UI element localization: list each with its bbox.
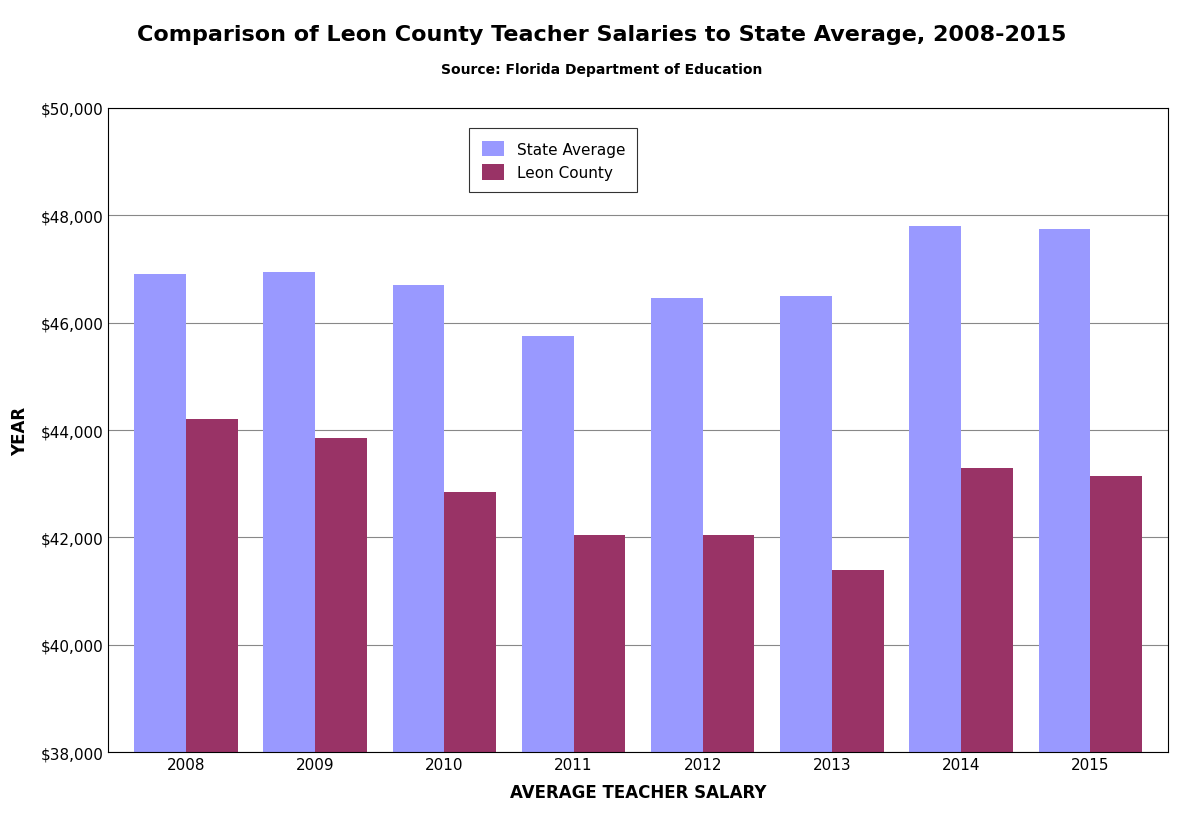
Text: Source: Florida Department of Education: Source: Florida Department of Education	[442, 63, 762, 77]
Text: Comparison of Leon County Teacher Salaries to State Average, 2008-2015: Comparison of Leon County Teacher Salari…	[137, 25, 1067, 45]
Bar	[521, 337, 573, 836]
Bar	[651, 299, 703, 836]
X-axis label: AVERAGE TEACHER SALARY: AVERAGE TEACHER SALARY	[509, 783, 767, 802]
Bar	[832, 570, 884, 836]
Bar	[264, 273, 315, 836]
Bar	[444, 492, 496, 836]
Bar	[185, 420, 237, 836]
Bar	[573, 535, 625, 836]
Bar	[1039, 229, 1091, 836]
Bar	[1091, 477, 1143, 836]
Bar	[909, 227, 961, 836]
Bar	[393, 286, 444, 836]
Bar	[315, 439, 367, 836]
Y-axis label: YEAR: YEAR	[12, 406, 30, 455]
Bar	[780, 297, 832, 836]
Bar	[134, 275, 185, 836]
Bar	[703, 535, 755, 836]
Legend: State Average, Leon County: State Average, Leon County	[470, 130, 637, 193]
Bar	[961, 468, 1013, 836]
